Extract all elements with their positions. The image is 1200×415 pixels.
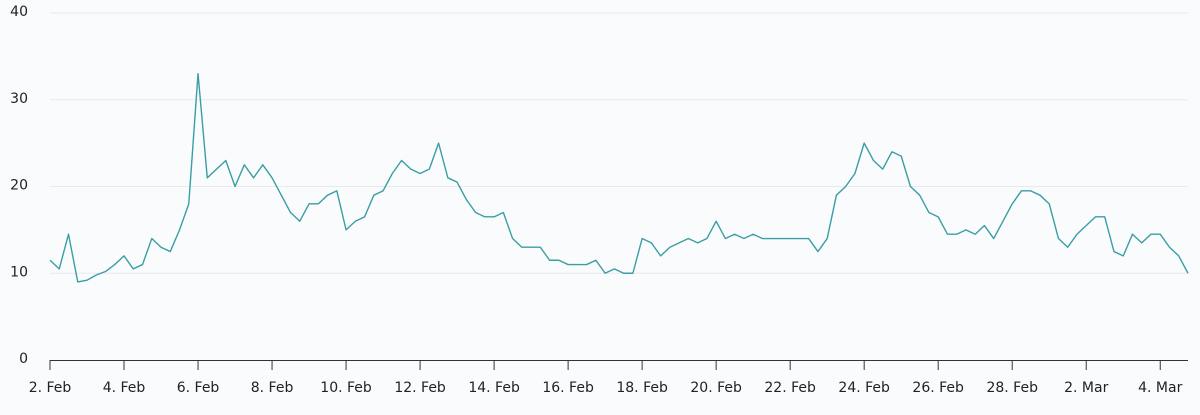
x-tick-label: 22. Feb: [764, 380, 816, 396]
x-tick-label: 20. Feb: [690, 380, 742, 396]
y-tick-label: 0: [19, 351, 28, 367]
x-tick-label: 8. Feb: [251, 380, 294, 396]
y-tick-label: 10: [10, 264, 28, 280]
x-tick-label: 10. Feb: [320, 380, 372, 396]
x-tick-label: 4. Mar: [1138, 380, 1182, 396]
x-tick-label: 6. Feb: [177, 380, 220, 396]
x-tick-label: 26. Feb: [912, 380, 964, 396]
y-tick-label: 20: [10, 178, 28, 194]
x-tick-label: 14. Feb: [468, 380, 520, 396]
x-tick-label: 4. Feb: [103, 380, 146, 396]
data-line: [49, 73, 1189, 283]
x-tick-label: 12. Feb: [394, 380, 446, 396]
x-tick-label: 28. Feb: [986, 380, 1038, 396]
x-tick-label: 24. Feb: [838, 380, 890, 396]
y-tick-label: 40: [10, 4, 28, 20]
y-tick-label: 30: [10, 91, 28, 107]
x-tick-label: 2. Mar: [1064, 380, 1108, 396]
x-tick-label: 16. Feb: [542, 380, 594, 396]
x-tick-label: 2. Feb: [29, 380, 72, 396]
x-tick-label: 18. Feb: [616, 380, 668, 396]
